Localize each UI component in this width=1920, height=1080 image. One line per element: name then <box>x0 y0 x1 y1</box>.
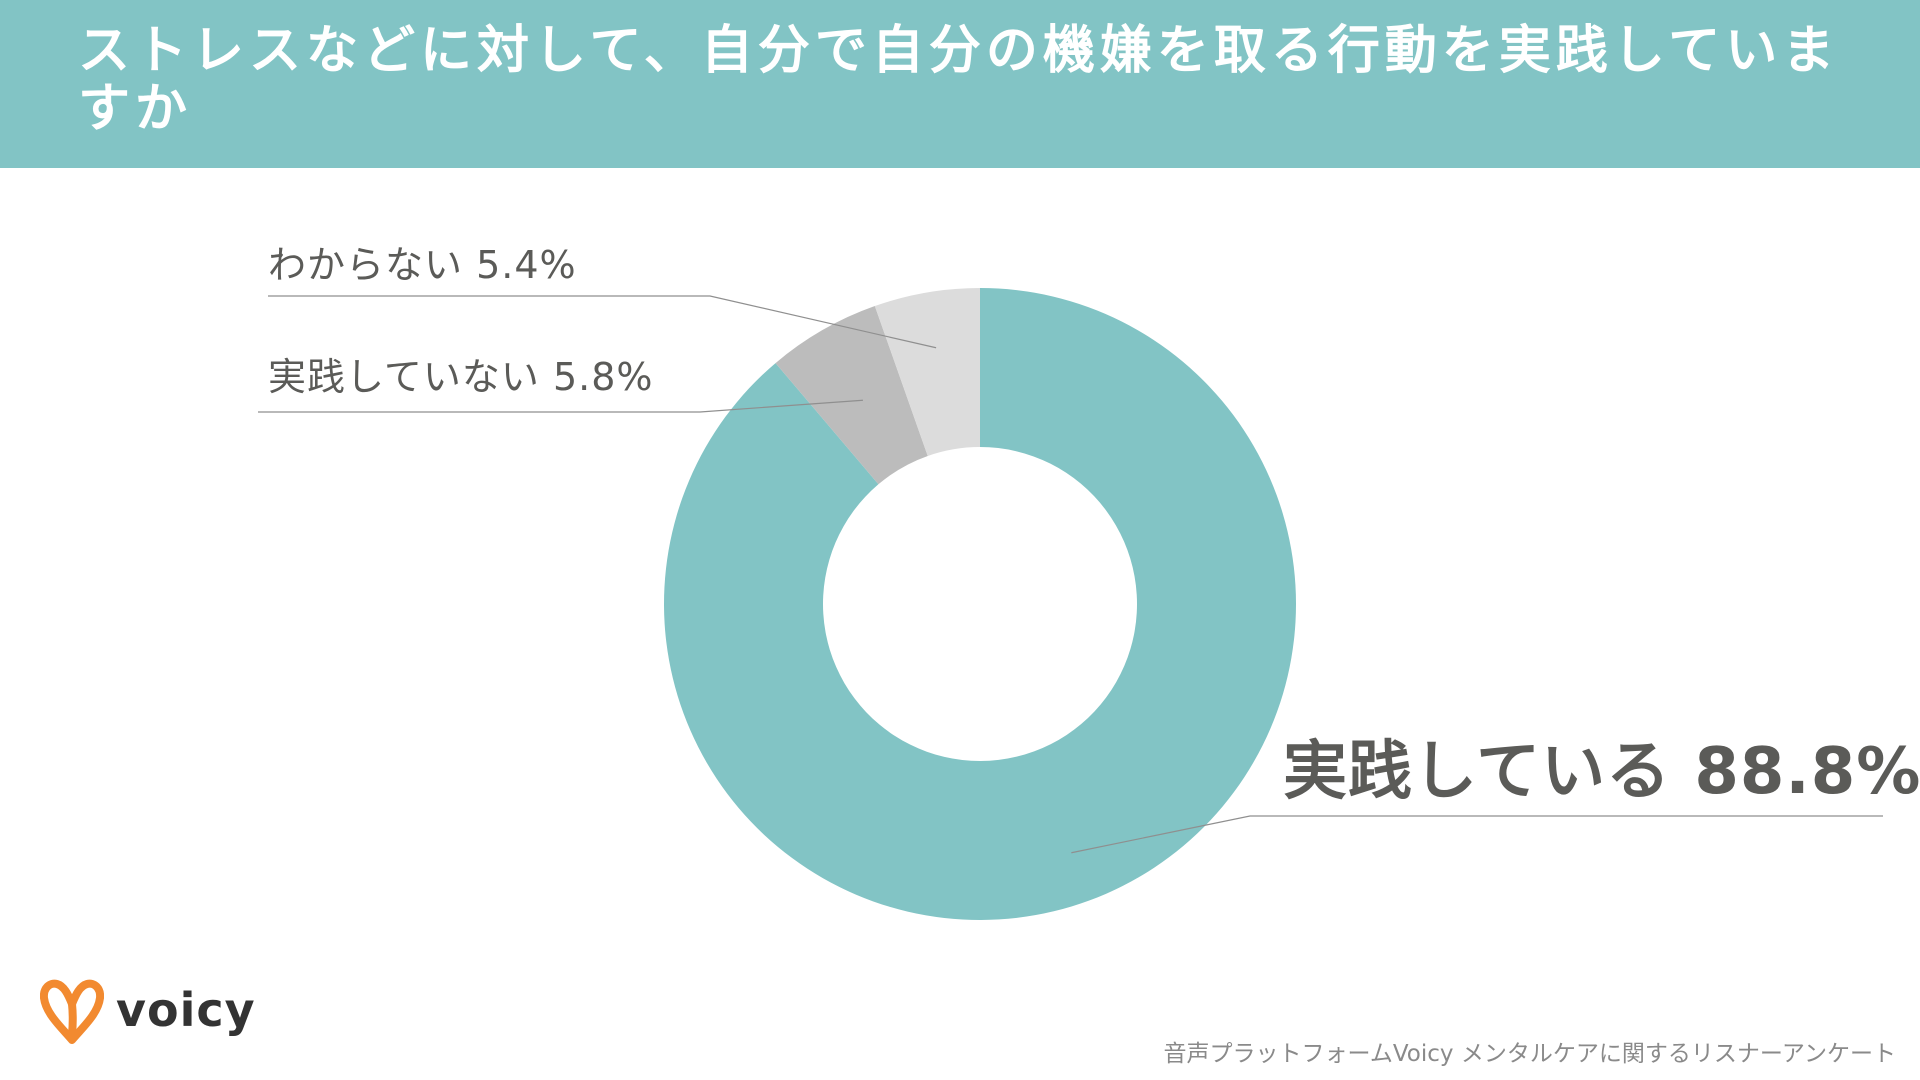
voicy-logo: voicy <box>40 978 260 1048</box>
slice-1 <box>775 306 928 485</box>
slices-group <box>664 288 1296 921</box>
slice-label-2: わからない 5.4% <box>268 243 577 287</box>
slice-label-0: 実践している 88.8% <box>1283 735 1920 809</box>
slice-2 <box>874 288 980 456</box>
voicy-logo-text: voicy <box>116 983 256 1037</box>
slice-0 <box>664 288 1296 921</box>
leader-line-0 <box>1071 815 1883 854</box>
leader-line-2 <box>268 295 937 349</box>
source-caption: 音声プラットフォームVoicy メンタルケアに関するリスナーアンケート <box>1163 1041 1896 1067</box>
leader-line-1 <box>258 399 863 413</box>
slice-label-1: 実践していない 5.8% <box>268 355 654 399</box>
leader-lines-group <box>258 295 1883 854</box>
voicy-v-heart-icon <box>40 979 104 1044</box>
page-title: ストレスなどに対して、自分で自分の機嫌を取る行動を実践していますか <box>78 21 1840 139</box>
header-banner: ストレスなどに対して、自分で自分の機嫌を取る行動を実践していますか <box>0 0 1920 168</box>
